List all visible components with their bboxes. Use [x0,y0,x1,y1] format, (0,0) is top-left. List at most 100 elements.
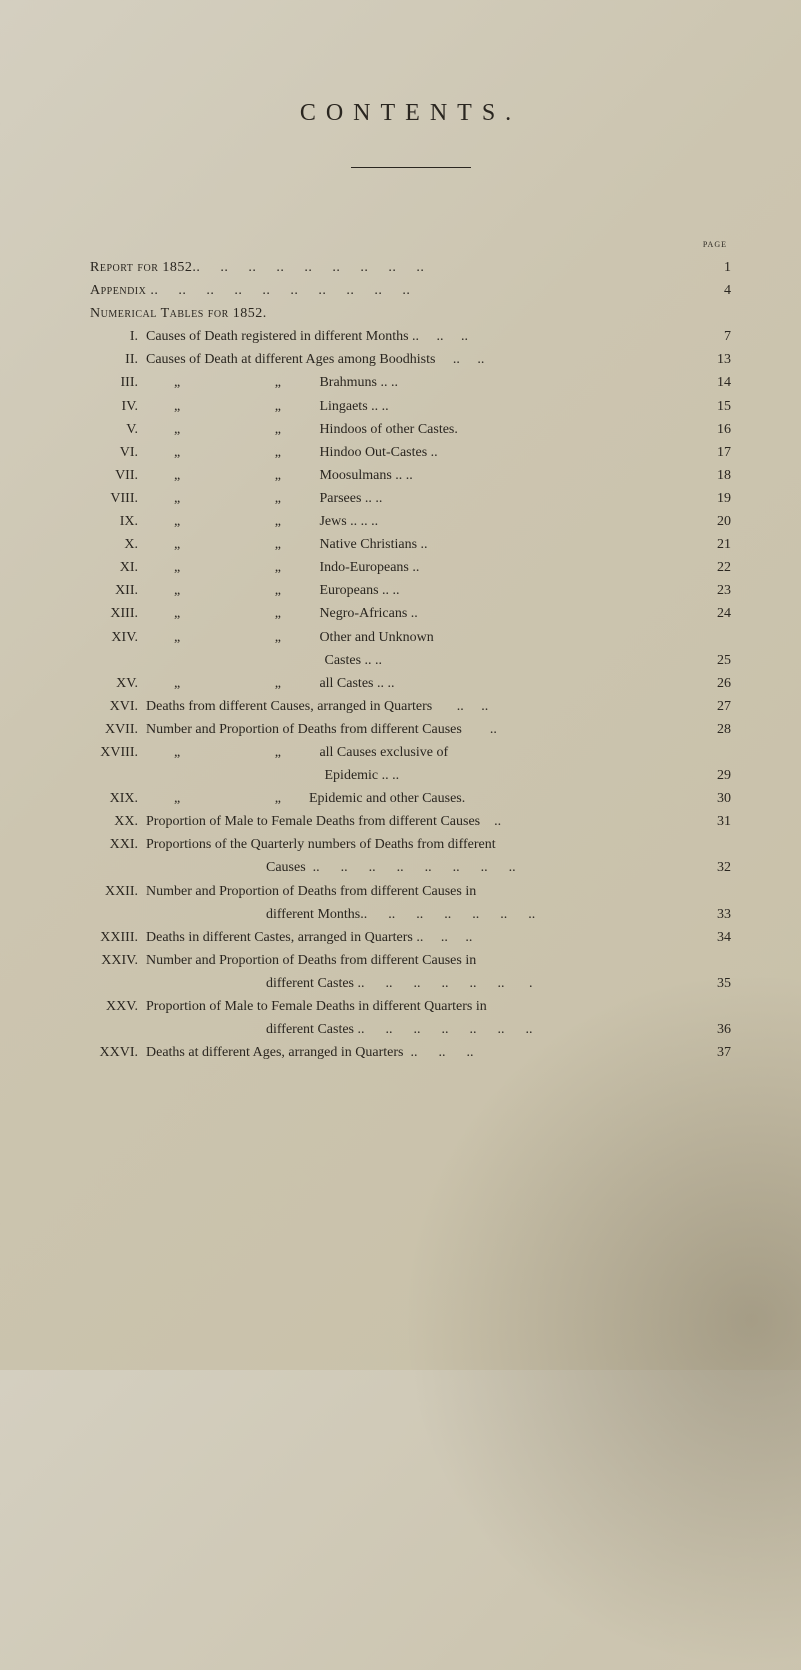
entry-subject: Brahmuns .. .. [319,371,687,394]
entry-page: 26 [687,672,731,695]
entry-roman: XXIV. [90,949,146,972]
page-container: CONTENTS. page Report for 1852.. .. .. .… [0,0,801,1104]
entry-subject: Other and Unknown [319,626,687,649]
entry-label: Proportions of the Quarterly numbers of … [146,833,687,856]
entry-page: 15 [687,395,731,418]
entry-label: Deaths at different Ages, arranged in Qu… [146,1041,687,1064]
entry-roman: VI. [90,441,146,464]
entry-page: 22 [687,556,731,579]
entry-page: 35 [687,972,731,995]
entry-subject: Hindoo Out-Castes .. [319,441,687,464]
entry-label: Deaths from different Causes, arranged i… [146,695,687,718]
entry-subject: Epidemic .. .. [325,764,688,787]
entry-page: 20 [687,510,731,533]
entry-continuation: different Castes .. .. .. .. .. .. .. [146,1018,687,1041]
entry-continuation: Causes .. .. .. .. .. .. .. .. [146,856,687,879]
entry-page: 23 [687,579,731,602]
toc-entry: XXV.Proportion of Male to Female Deaths … [90,995,731,1018]
entry-label: Appendix .. .. .. .. .. .. .. .. .. .. [90,279,687,302]
entry-label: Numerical Tables for 1852. [90,302,687,325]
entry-roman: V. [90,418,146,441]
entry-label: „ „ Europeans .. .. [146,579,687,602]
entry-ditto [146,649,325,672]
entry-ditto: „ „ [146,371,319,394]
entry-label: „ „ Negro-Africans .. [146,602,687,625]
toc-entry: X. „ „ Native Christians ..21 [90,533,731,556]
toc-entry: XXIII.Deaths in different Castes, arrang… [90,926,731,949]
entry-label: Causes of Death at different Ages among … [146,348,687,371]
toc-entry: different Months.. .. .. .. .. .. ..33 [90,903,731,926]
entry-roman: XIV. [90,626,146,649]
entry-label: Proportion of Male to Female Deaths from… [146,810,687,833]
entry-ditto [146,764,325,787]
entry-page: 4 [687,279,731,302]
entry-label: Causes of Death registered in different … [146,325,687,348]
toc-entry: VIII. „ „ Parsees .. ..19 [90,487,731,510]
entry-page: 36 [687,1018,731,1041]
entry-subject: Parsees .. .. [319,487,687,510]
entry-label: „ „ Moosulmans .. .. [146,464,687,487]
toc-entry: VII. „ „ Moosulmans .. ..18 [90,464,731,487]
entry-label: „ „ Indo-Europeans .. [146,556,687,579]
toc-entry: Report for 1852.. .. .. .. .. .. .. .. .… [90,256,731,279]
entry-page: 16 [687,418,731,441]
toc-entry: XVII.Number and Proportion of Deaths fro… [90,718,731,741]
toc-entry: XXI.Proportions of the Quarterly numbers… [90,833,731,856]
entry-page: 18 [687,464,731,487]
entry-roman: I. [90,325,146,348]
entry-ditto: „ „ [146,395,319,418]
entry-roman: XXVI. [90,1041,146,1064]
entry-page: 1 [687,256,731,279]
entry-roman: VIII. [90,487,146,510]
entry-page: 24 [687,602,731,625]
entry-label: Number and Proportion of Deaths from dif… [146,718,687,741]
title-divider [351,167,471,168]
entry-continuation: different Castes .. .. .. .. .. .. . [146,972,687,995]
toc-entry: XXII.Number and Proportion of Deaths fro… [90,880,731,903]
entry-ditto: „ „ [146,464,319,487]
entry-roman: VII. [90,464,146,487]
entry-subject: all Castes .. .. [319,672,687,695]
entry-continuation: different Months.. .. .. .. .. .. .. [146,903,687,926]
entry-roman: XXIII. [90,926,146,949]
entry-ditto: „ „ [146,787,309,810]
entry-label: „ „ Lingaets .. .. [146,395,687,418]
entry-label: „ „ Hindoo Out-Castes .. [146,441,687,464]
toc-entry: XVI.Deaths from different Causes, arrang… [90,695,731,718]
toc-entry: XXIV.Number and Proportion of Deaths fro… [90,949,731,972]
entry-roman: XXV. [90,995,146,1018]
entry-label: „ „ Hindoos of other Castes. [146,418,687,441]
entry-page: 37 [687,1041,731,1064]
entry-label: „ „ Native Christians .. [146,533,687,556]
entry-ditto: „ „ [146,672,319,695]
entry-subject: Europeans .. .. [319,579,687,602]
entry-page: 28 [687,718,731,741]
toc-entry: XVIII. „ „ all Causes exclusive of [90,741,731,764]
toc-entry: V. „ „ Hindoos of other Castes.16 [90,418,731,441]
entry-roman: XII. [90,579,146,602]
toc-entry: different Castes .. .. .. .. .. .. ..36 [90,1018,731,1041]
entry-ditto: „ „ [146,626,319,649]
entry-roman: II. [90,348,146,371]
entry-roman: X. [90,533,146,556]
entry-label: „ „ Brahmuns .. .. [146,371,687,394]
entry-roman: XX. [90,810,146,833]
entry-subject: Jews .. .. .. [319,510,687,533]
entry-roman: XVII. [90,718,146,741]
toc-entry: IV. „ „ Lingaets .. ..15 [90,395,731,418]
toc-entry: XV. „ „ all Castes .. ..26 [90,672,731,695]
toc-entry: XII. „ „ Europeans .. ..23 [90,579,731,602]
entry-page: 13 [687,348,731,371]
entry-page: 31 [687,810,731,833]
entry-subject: all Causes exclusive of [319,741,687,764]
entry-roman: XXI. [90,833,146,856]
entry-page: 30 [687,787,731,810]
entry-roman: IX. [90,510,146,533]
toc-entry: XIX. „ „ Epidemic and other Causes.30 [90,787,731,810]
entry-ditto: „ „ [146,441,319,464]
entry-roman: XI. [90,556,146,579]
toc-entry: Appendix .. .. .. .. .. .. .. .. .. .. 4 [90,279,731,302]
toc-entry: Castes .. ..25 [90,649,731,672]
entry-label: Report for 1852.. .. .. .. .. .. .. .. .… [90,256,687,279]
entry-page: 33 [687,903,731,926]
